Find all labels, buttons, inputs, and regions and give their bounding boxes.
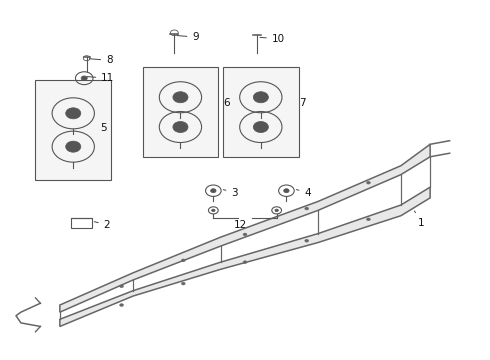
- Circle shape: [253, 92, 269, 103]
- Circle shape: [173, 121, 188, 132]
- Circle shape: [275, 209, 278, 212]
- Text: 7: 7: [299, 98, 306, 108]
- Circle shape: [66, 141, 81, 152]
- Text: 1: 1: [415, 211, 425, 228]
- Text: 3: 3: [223, 188, 238, 198]
- Text: 8: 8: [89, 55, 113, 65]
- Bar: [71, 218, 93, 228]
- Bar: [35, 80, 111, 180]
- Circle shape: [211, 189, 216, 193]
- Text: 12: 12: [234, 220, 247, 230]
- Circle shape: [81, 76, 87, 80]
- Circle shape: [284, 189, 289, 193]
- Text: 2: 2: [94, 220, 110, 230]
- Circle shape: [243, 261, 247, 264]
- Bar: [143, 67, 218, 157]
- Circle shape: [367, 181, 370, 184]
- Text: 11: 11: [87, 73, 115, 83]
- Circle shape: [305, 239, 309, 242]
- Text: 9: 9: [177, 32, 199, 42]
- Circle shape: [181, 259, 185, 262]
- Circle shape: [305, 207, 309, 210]
- Polygon shape: [60, 144, 430, 312]
- Circle shape: [181, 282, 185, 285]
- Circle shape: [253, 121, 269, 132]
- Text: 6: 6: [223, 98, 230, 108]
- Circle shape: [367, 218, 370, 221]
- Circle shape: [120, 285, 123, 288]
- Text: 10: 10: [260, 34, 285, 44]
- Circle shape: [173, 92, 188, 103]
- Circle shape: [243, 233, 247, 236]
- Text: 4: 4: [296, 188, 311, 198]
- Text: 5: 5: [100, 123, 106, 133]
- Circle shape: [120, 303, 123, 306]
- Circle shape: [212, 209, 215, 212]
- Polygon shape: [60, 187, 430, 327]
- Circle shape: [66, 108, 81, 119]
- Bar: [223, 67, 298, 157]
